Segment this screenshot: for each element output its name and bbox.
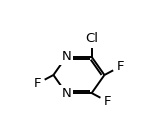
Text: N: N — [61, 87, 71, 100]
Text: F: F — [104, 95, 111, 108]
Text: F: F — [117, 60, 124, 73]
Text: N: N — [61, 50, 71, 63]
Text: F: F — [34, 77, 41, 90]
Text: Cl: Cl — [85, 32, 98, 45]
